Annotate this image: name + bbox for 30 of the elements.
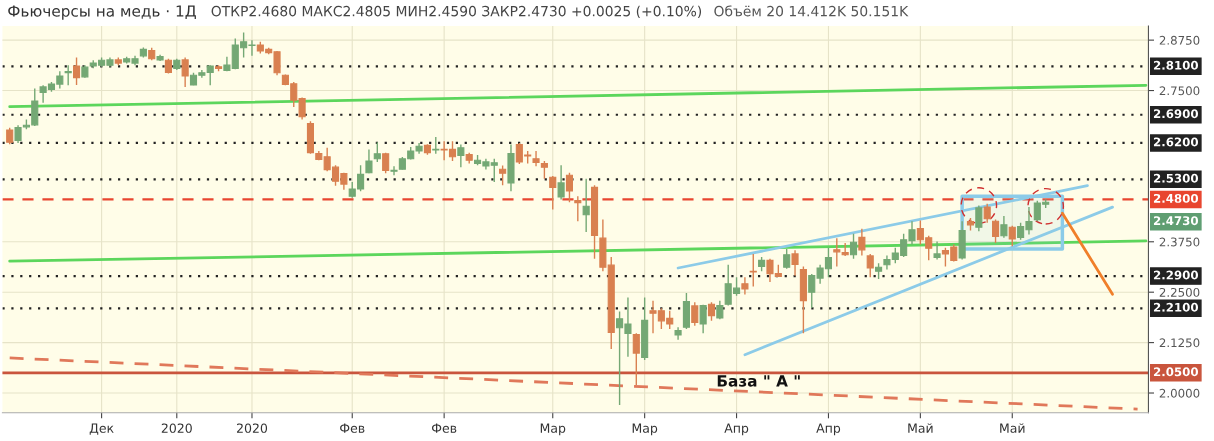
x-tick-label: Май bbox=[908, 423, 933, 433]
x-tick-label: Апр bbox=[816, 423, 841, 436]
x-tick-label: 2020 bbox=[161, 423, 192, 433]
x-tick-label: 2020 bbox=[236, 423, 268, 433]
x-tick-label: Фев bbox=[340, 423, 365, 433]
y-tick-label: 2.3750 bbox=[1159, 237, 1200, 247]
ref-line-label: 2.6900 bbox=[1153, 109, 1199, 119]
chart-subtitle: ОТКР2.4680 МАКС2.4805 МИН2.4590 ЗАКР2.4730 +0.0025 (+0.10%) bbox=[211, 5, 702, 19]
x-tick-label: Апр bbox=[724, 423, 749, 436]
x-tick-label: Май bbox=[1000, 423, 1025, 433]
x-tick-label: Мар bbox=[540, 423, 566, 436]
y-tick-label: 2.0000 bbox=[1159, 388, 1200, 398]
x-tick-label: Фев bbox=[431, 423, 457, 433]
text: 2.4730 bbox=[1153, 216, 1199, 226]
annotation: База " A " bbox=[717, 375, 800, 387]
y-tick-label: 2.1250 bbox=[1159, 338, 1200, 348]
ref-line-label: 2.6200 bbox=[1153, 137, 1199, 147]
ref-line-label: 2.8100 bbox=[1153, 60, 1199, 70]
x-tick-label: Мар bbox=[632, 423, 658, 436]
y-tick-label: 2.7500 bbox=[1159, 86, 1200, 96]
y-tick-label: 2.8750 bbox=[1159, 35, 1200, 45]
ref-line-label: 2.5300 bbox=[1153, 173, 1199, 183]
ref-line-label: 2.4800 bbox=[1153, 193, 1199, 203]
ref-line-label: 2.2900 bbox=[1153, 270, 1199, 280]
x-tick-label: Дек bbox=[89, 423, 114, 435]
y-tick-label: 2.2500 bbox=[1159, 287, 1200, 297]
ref-line-label: 2.0500 bbox=[1153, 367, 1199, 377]
text: Объём 20 14.412K 50.151K bbox=[714, 5, 909, 17]
chart-title: Фьючерсы на медь · 1Д bbox=[8, 5, 196, 20]
ref-line-label: 2.2100 bbox=[1153, 302, 1199, 312]
